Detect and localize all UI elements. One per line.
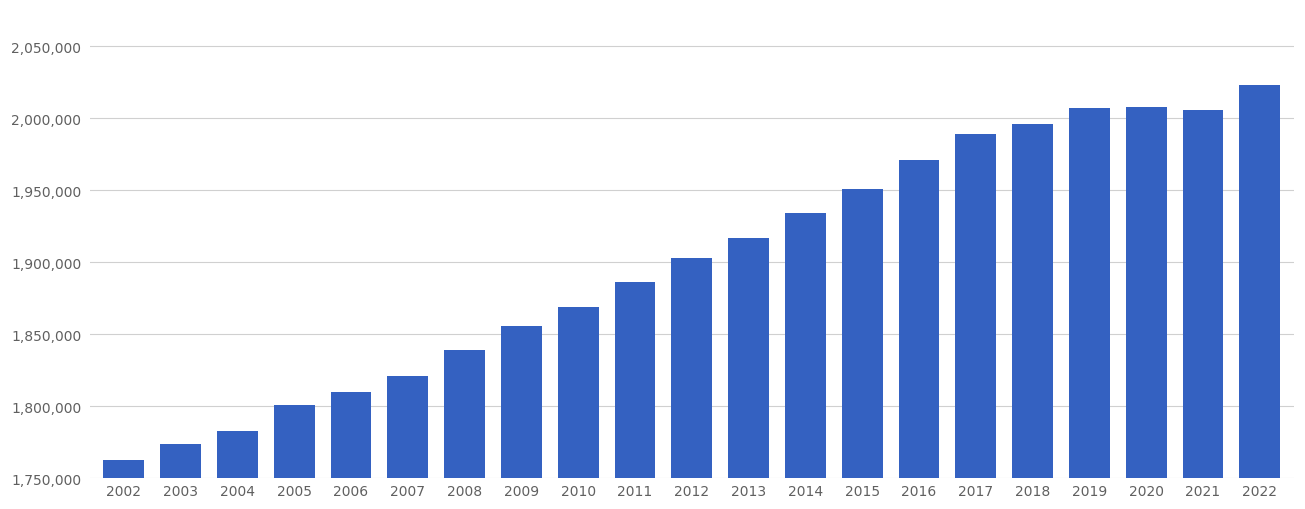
- Bar: [161, 444, 201, 478]
- Bar: [330, 392, 372, 478]
- Bar: [728, 238, 769, 478]
- Bar: [784, 214, 826, 478]
- Bar: [955, 135, 996, 478]
- Bar: [1240, 86, 1280, 478]
- Bar: [899, 161, 940, 478]
- Bar: [557, 307, 599, 478]
- Bar: [103, 460, 145, 478]
- Bar: [671, 259, 713, 478]
- Bar: [1182, 110, 1224, 478]
- Bar: [274, 405, 315, 478]
- Bar: [444, 350, 485, 478]
- Bar: [1013, 125, 1053, 478]
- Bar: [1069, 109, 1109, 478]
- Bar: [501, 326, 542, 478]
- Bar: [217, 431, 258, 478]
- Bar: [842, 189, 882, 478]
- Bar: [388, 376, 428, 478]
- Bar: [615, 283, 655, 478]
- Bar: [1126, 107, 1167, 478]
